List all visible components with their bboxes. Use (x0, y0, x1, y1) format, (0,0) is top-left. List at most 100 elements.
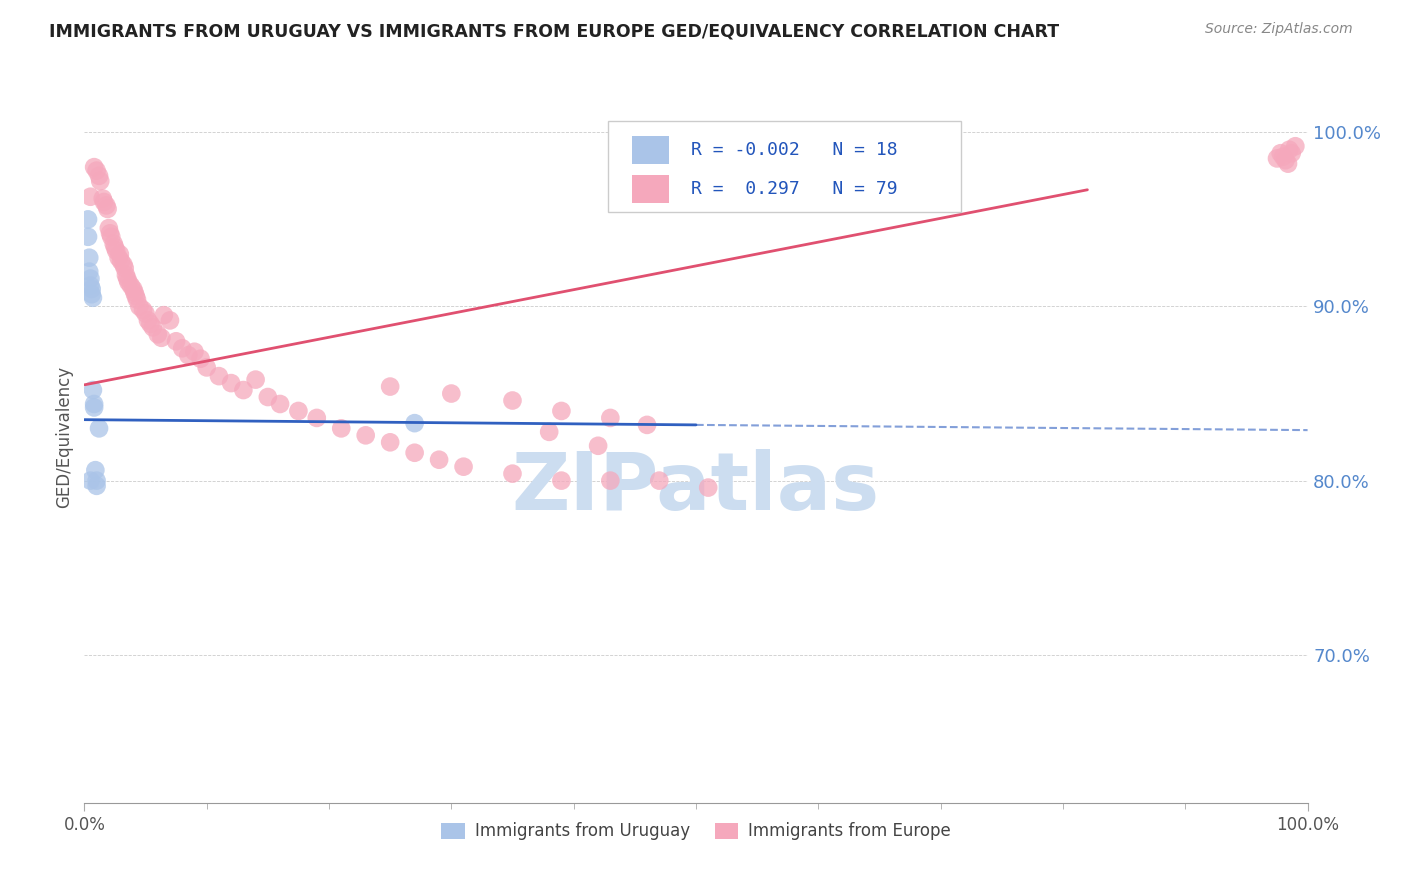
Point (82, 383, 104, 397)
Point (183, 344, 205, 359)
Point (115, 271, 138, 285)
Point (453, 459, 475, 474)
Point (125, 289, 148, 303)
Point (89, 174, 111, 188)
Point (79, 278, 101, 293)
Point (83, 401, 105, 415)
Point (1278, 143, 1301, 157)
Point (98, 227, 121, 241)
Point (77, 212, 100, 227)
Point (124, 285, 146, 300)
Point (139, 317, 162, 331)
Point (440, 386, 463, 401)
Point (354, 428, 377, 442)
Point (153, 308, 176, 322)
Point (97, 221, 120, 235)
Point (93, 194, 115, 209)
Point (96, 198, 118, 212)
Text: R = -0.002   N = 18: R = -0.002 N = 18 (692, 141, 897, 159)
Point (550, 474, 572, 488)
Point (79, 474, 101, 488)
Point (502, 393, 524, 408)
Point (108, 247, 131, 261)
Point (599, 411, 621, 425)
Point (305, 411, 328, 425)
Point (146, 327, 169, 342)
Point (87, 421, 110, 435)
Point (172, 341, 194, 355)
Text: ZIPatlas: ZIPatlas (512, 450, 880, 527)
Point (82, 291, 104, 305)
Point (1284, 139, 1306, 153)
Point (86, 163, 108, 178)
Point (79, 271, 101, 285)
Point (1265, 152, 1288, 166)
Point (77, 229, 100, 244)
Point (104, 240, 127, 254)
Point (219, 376, 242, 390)
Text: Source: ZipAtlas.com: Source: ZipAtlas.com (1205, 22, 1353, 37)
Point (79, 190, 101, 204)
Point (128, 300, 150, 314)
Point (125, 293, 148, 307)
Point (91, 192, 114, 206)
Point (132, 302, 155, 317)
FancyBboxPatch shape (633, 136, 669, 163)
Point (697, 481, 720, 495)
Point (110, 254, 132, 268)
Point (232, 383, 254, 397)
Point (107, 251, 129, 265)
Point (1272, 150, 1295, 164)
Point (86, 474, 108, 488)
Point (103, 236, 125, 251)
Point (86, 479, 108, 493)
Point (112, 258, 135, 272)
FancyBboxPatch shape (633, 175, 669, 203)
Point (159, 313, 181, 327)
Point (122, 282, 145, 296)
Point (599, 474, 621, 488)
Point (208, 369, 231, 384)
Text: IMMIGRANTS FROM URUGUAY VS IMMIGRANTS FROM EUROPE GED/EQUIVALENCY CORRELATION CH: IMMIGRANTS FROM URUGUAY VS IMMIGRANTS FR… (49, 22, 1059, 40)
Point (1274, 153, 1296, 168)
Point (550, 404, 572, 418)
Point (245, 373, 267, 387)
Y-axis label: GED/Equivalency: GED/Equivalency (55, 366, 73, 508)
Point (97, 202, 120, 216)
Point (105, 244, 128, 258)
Point (1277, 156, 1299, 170)
Point (83, 397, 105, 411)
Point (1281, 146, 1303, 161)
Point (87, 169, 110, 183)
Point (120, 278, 142, 293)
Point (177, 348, 200, 362)
Point (84, 463, 107, 477)
Point (135, 306, 157, 320)
Point (80, 282, 103, 296)
Point (100, 229, 122, 244)
Point (190, 351, 212, 366)
Point (1270, 146, 1292, 161)
Point (165, 334, 187, 349)
Legend: Immigrants from Uruguay, Immigrants from Europe: Immigrants from Uruguay, Immigrants from… (434, 816, 957, 847)
Point (83, 160, 105, 174)
Point (257, 390, 280, 404)
Point (586, 439, 609, 453)
FancyBboxPatch shape (607, 121, 962, 211)
Point (427, 452, 450, 467)
Point (648, 474, 671, 488)
Text: R =  0.297   N = 79: R = 0.297 N = 79 (692, 180, 897, 198)
Point (77, 265, 100, 279)
Point (114, 261, 136, 276)
Point (380, 435, 402, 450)
Point (136, 313, 159, 327)
Point (502, 467, 524, 481)
Point (538, 425, 561, 439)
Point (115, 268, 138, 282)
Point (142, 320, 165, 334)
Point (77, 251, 100, 265)
Point (404, 416, 426, 430)
Point (287, 404, 309, 418)
Point (269, 397, 291, 411)
Point (380, 379, 402, 393)
